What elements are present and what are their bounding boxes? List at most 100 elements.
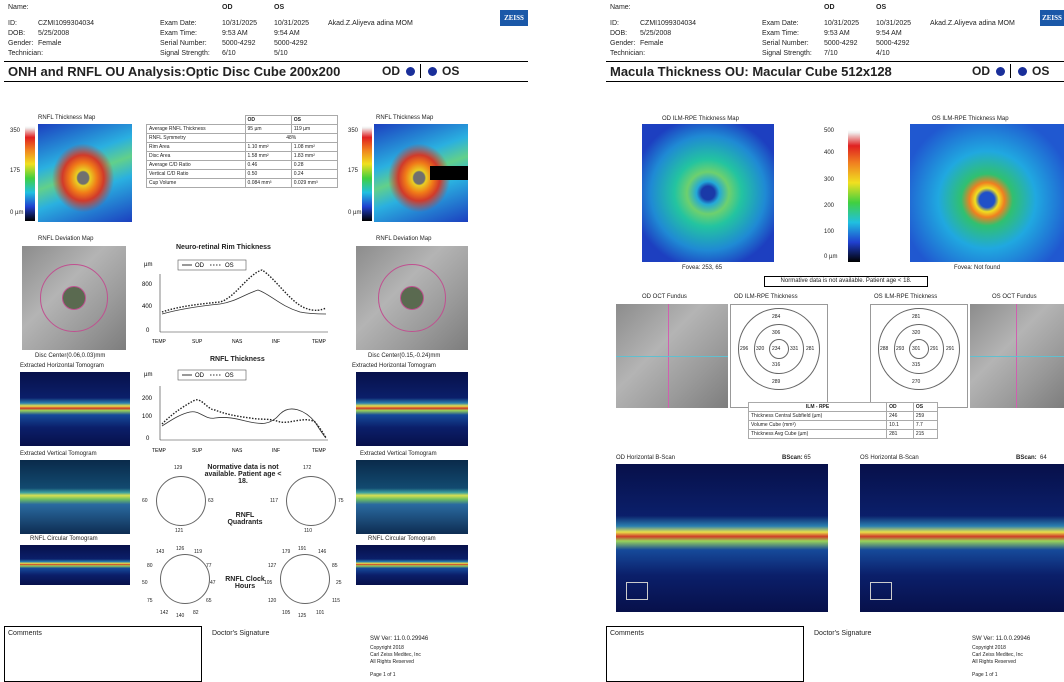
table-header-os: OS (912, 402, 939, 412)
os-bscan-title: OS Horizontal B-Scan (860, 455, 919, 461)
signal-od: 7/10 (824, 50, 838, 57)
table-value-os: 259 (912, 411, 939, 421)
exam-time-od: 9:53 AM (824, 30, 850, 37)
exam-time-os: 9:54 AM (274, 30, 300, 37)
scale-175: 175 (10, 168, 21, 174)
rim-legend-os: OS (225, 263, 234, 269)
os-clock-6: 125 (298, 613, 307, 619)
scale-200: 200 (824, 203, 835, 209)
page-number: Page 1 of 1 (370, 672, 396, 678)
patient-id: CZMI1099304034 (640, 20, 697, 27)
os-grid-outer-temp: 291 (946, 346, 955, 352)
table-value-os: 119 µm (290, 124, 339, 134)
rnfl-tick-200: 200 (142, 396, 153, 402)
od-clock-11: 143 (156, 549, 165, 555)
os-horizontal-bscan (860, 464, 1064, 612)
comments-label: Comments (8, 630, 42, 637)
exam-date-od: 10/31/2025 (222, 20, 258, 27)
rights: All Rights Reserved (972, 659, 1016, 665)
od-rnfl-thickness-map (38, 124, 132, 222)
os-scale-175: 175 (348, 168, 359, 174)
signal-label: Signal Strength: (160, 50, 210, 57)
od-macular-thickness-map (642, 124, 774, 262)
technician-label: Technician: (8, 50, 44, 57)
od-horizontal-bscan (616, 464, 828, 612)
os-clock-3: 25 (336, 580, 342, 586)
exam-time-os: 9:54 AM (876, 30, 902, 37)
od-grid-center: 234 (772, 346, 781, 352)
gender-label: Gender: (8, 40, 34, 47)
exam-date-os: 10/31/2025 (876, 20, 912, 27)
od-label: OD (382, 64, 400, 78)
header-od: OD (824, 4, 835, 11)
od-map-title: OD ILM-RPE Thickness Map (662, 116, 739, 122)
table-label: RNFL Symmetry (146, 133, 246, 143)
id-label: ID: (610, 20, 619, 27)
copyright: Copyright 2018 (370, 645, 404, 651)
header-os: OS (274, 4, 285, 11)
table-value-od: 0.46 (244, 160, 292, 170)
zeiss-logo: ZEISS (500, 10, 528, 26)
signature-label: Doctor's Signature (212, 630, 270, 637)
od-thickness-title: OD ILM-RPE Thickness (734, 294, 798, 300)
table-value-od: 281 (886, 429, 914, 439)
rim-x-nas: NAS (232, 339, 243, 345)
os-deviation-title: RNFL Deviation Map (376, 236, 432, 242)
od-clock-chart (160, 554, 210, 604)
dob-label: DOB: (8, 30, 26, 37)
od-clock-1: 119 (194, 549, 202, 555)
rim-tick-400: 400 (142, 304, 153, 310)
od-clock-4: 65 (206, 598, 212, 604)
serial-os: 5000-4292 (274, 40, 308, 47)
os-quad-n: 117 (270, 498, 278, 504)
scale-400: 400 (824, 150, 835, 156)
od-circ-title: RNFL Circular Tomogram (30, 536, 98, 542)
serial-label: Serial Number: (762, 40, 809, 47)
os-eye-icon (1018, 67, 1027, 76)
od-clock-6: 140 (176, 613, 185, 619)
table-value-od: 10.1 (886, 420, 914, 430)
od-circular-tomogram (20, 545, 130, 585)
od-grid-inner-sup: 306 (772, 330, 781, 336)
table-value-os: 0.029 mm³ (290, 178, 339, 188)
scale-0: 0 µm (10, 210, 24, 216)
od-grid-inner-nas: 331 (790, 346, 799, 352)
od-map-title: RNFL Thickness Map (38, 115, 96, 121)
os-map-title: OS ILM-RPE Thickness Map (932, 116, 1009, 122)
od-grid-outer-temp: 296 (740, 346, 749, 352)
os-clock-10: 127 (268, 563, 277, 569)
rnfl-legend-od: OD (195, 373, 205, 379)
rnfl-unit: µm (144, 372, 152, 378)
os-label: OS (1032, 64, 1050, 78)
table-label: Average RNFL Thickness (146, 124, 246, 134)
dob-label: DOB: (610, 30, 628, 37)
rnfl-tick-0: 0 (146, 436, 150, 442)
scale-500: 500 (824, 128, 835, 134)
exam-time-label: Exam Time: (160, 30, 197, 37)
normative-note: Normative data is not available. Patient… (204, 464, 282, 485)
os-ext-h-title: Extracted Horizontal Tomogram (352, 363, 436, 369)
page-number: Page 1 of 1 (972, 672, 998, 678)
os-horizontal-tomogram (356, 372, 468, 446)
os-clock-11: 179 (282, 549, 291, 555)
rim-x-sup: SUP (192, 339, 203, 345)
os-grid-center: 301 (912, 346, 921, 352)
exam-date-od: 10/31/2025 (824, 20, 860, 27)
od-clock-9: 50 (142, 580, 148, 586)
table-value-od: 246 (886, 411, 914, 421)
rim-chart-title: Neuro-retinal Rim Thickness (176, 244, 271, 251)
comments-label: Comments (610, 630, 644, 637)
od-clock-8: 75 (147, 598, 153, 604)
od-eye-icon (996, 67, 1005, 76)
software-version: SW Ver: 11.0.0.29946 (370, 636, 429, 642)
os-fundus-title: OS OCT Fundus (992, 294, 1037, 300)
company: Carl Zeiss Meditec, Inc (972, 652, 1023, 658)
os-bscan-number: 64 (1040, 455, 1047, 461)
os-grid-inner-nas: 293 (896, 346, 905, 352)
table-label: Thickness Avg Cube (µm) (747, 429, 888, 439)
page-title: ONH and RNFL OU Analysis:Optic Disc Cube… (8, 64, 341, 79)
os-clock-1: 146 (318, 549, 327, 555)
os-label: OS (442, 64, 460, 78)
table-value-symmetry: 48% (244, 133, 339, 143)
os-grid-outer-sup: 281 (912, 314, 921, 320)
